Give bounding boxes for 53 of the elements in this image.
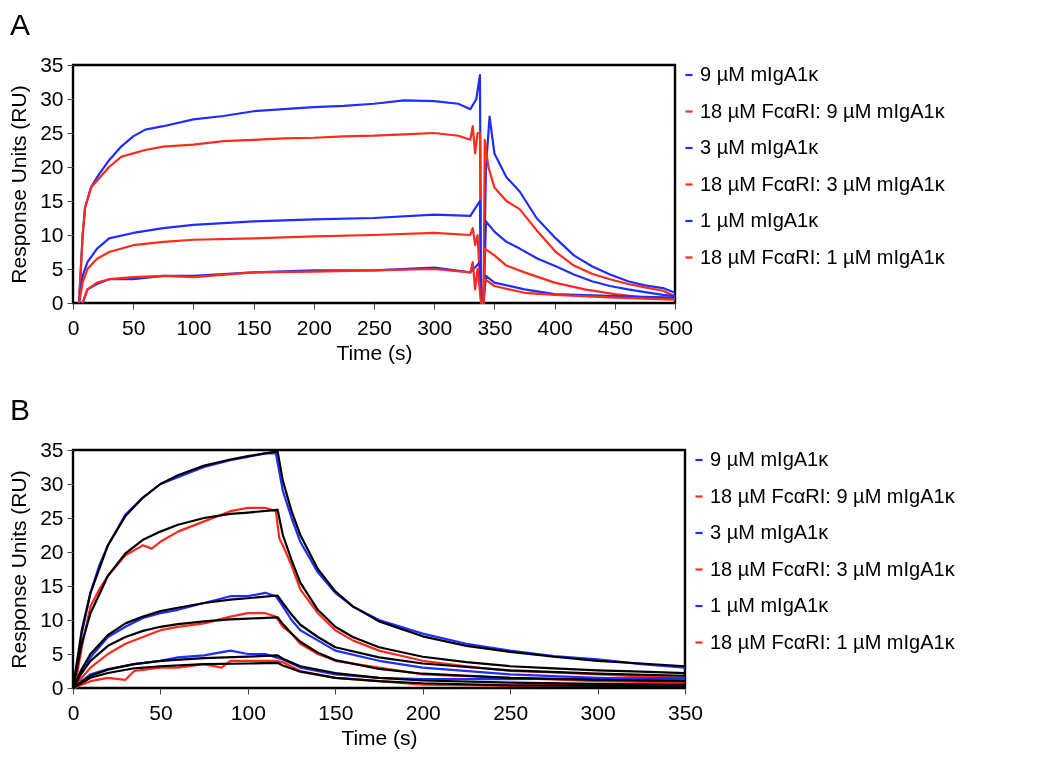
y-tick-label: 0 [51,675,64,699]
x-tick-label: 300 [417,315,453,339]
y-tick-label: 10 [40,607,64,631]
y-tick-label: 0 [51,290,64,314]
x-tick-label: 150 [236,315,272,339]
x-tick-label: 200 [405,700,441,724]
y-tick-label: 10 [40,222,64,246]
y-tick-label: 20 [40,154,64,178]
y-tick-label: 25 [40,505,64,529]
x-tick-label: 350 [477,315,513,339]
y-tick-label: 30 [40,471,64,495]
y-tick-label: 25 [40,120,64,144]
y-tick-label: 20 [40,539,64,563]
x-tick-label: 0 [67,315,80,339]
legend-label: 18 µM FcαRI: 9 µM mIgA1κ [700,99,946,122]
x-axis-title: Time (s) [336,340,413,364]
legend-label: 18 µM FcαRI: 3 µM mIgA1κ [700,172,946,195]
y-tick-label: 15 [40,573,64,597]
legend-label: 1 µM mIgA1κ [710,594,830,616]
text: A [10,8,31,42]
x-tick-label: 450 [597,315,633,339]
text: B [10,393,31,427]
y-tick-label: 5 [51,641,64,665]
legend-label: 18 µM FcαRI: 1 µM mIgA1κ [710,630,956,653]
legend-label: 18 µM FcαRI: 3 µM mIgA1κ [710,557,956,580]
legend-label: 1 µM mIgA1κ [700,209,820,231]
x-tick-label: 100 [230,700,266,724]
x-tick-label: 50 [122,315,146,339]
y-tick-label: 30 [40,86,64,110]
y-tick-label: 15 [40,188,64,212]
y-tick-label: 35 [40,52,64,76]
y-tick-label: 5 [51,256,64,280]
legend-label: 3 µM mIgA1κ [700,136,820,158]
x-tick-label: 100 [176,315,212,339]
x-tick-label: 50 [149,700,173,724]
legend-label: 3 µM mIgA1κ [710,521,830,543]
y-axis-title: Response Units (RU) [7,85,31,284]
legend-label: 18 µM FcαRI: 1 µM mIgA1κ [700,245,946,268]
y-axis-title: Response Units (RU) [7,470,31,669]
x-tick-label: 350 [667,700,704,724]
x-tick-label: 250 [493,700,529,724]
y-tick-label: 35 [40,437,64,461]
x-tick-label: 300 [580,700,616,724]
legend-label: 9 µM mIgA1κ [710,448,830,470]
x-tick-label: 250 [356,315,393,339]
x-tick-label: 500 [657,315,694,339]
legend-label: 9 µM mIgA1κ [700,63,820,85]
legend-label: 18 µM FcαRI: 9 µM mIgA1κ [710,484,956,507]
x-tick-label: 0 [67,700,80,724]
x-axis-title: Time (s) [341,725,418,749]
x-tick-label: 200 [296,315,332,339]
x-tick-label: 150 [318,700,354,724]
x-tick-label: 400 [537,315,573,339]
